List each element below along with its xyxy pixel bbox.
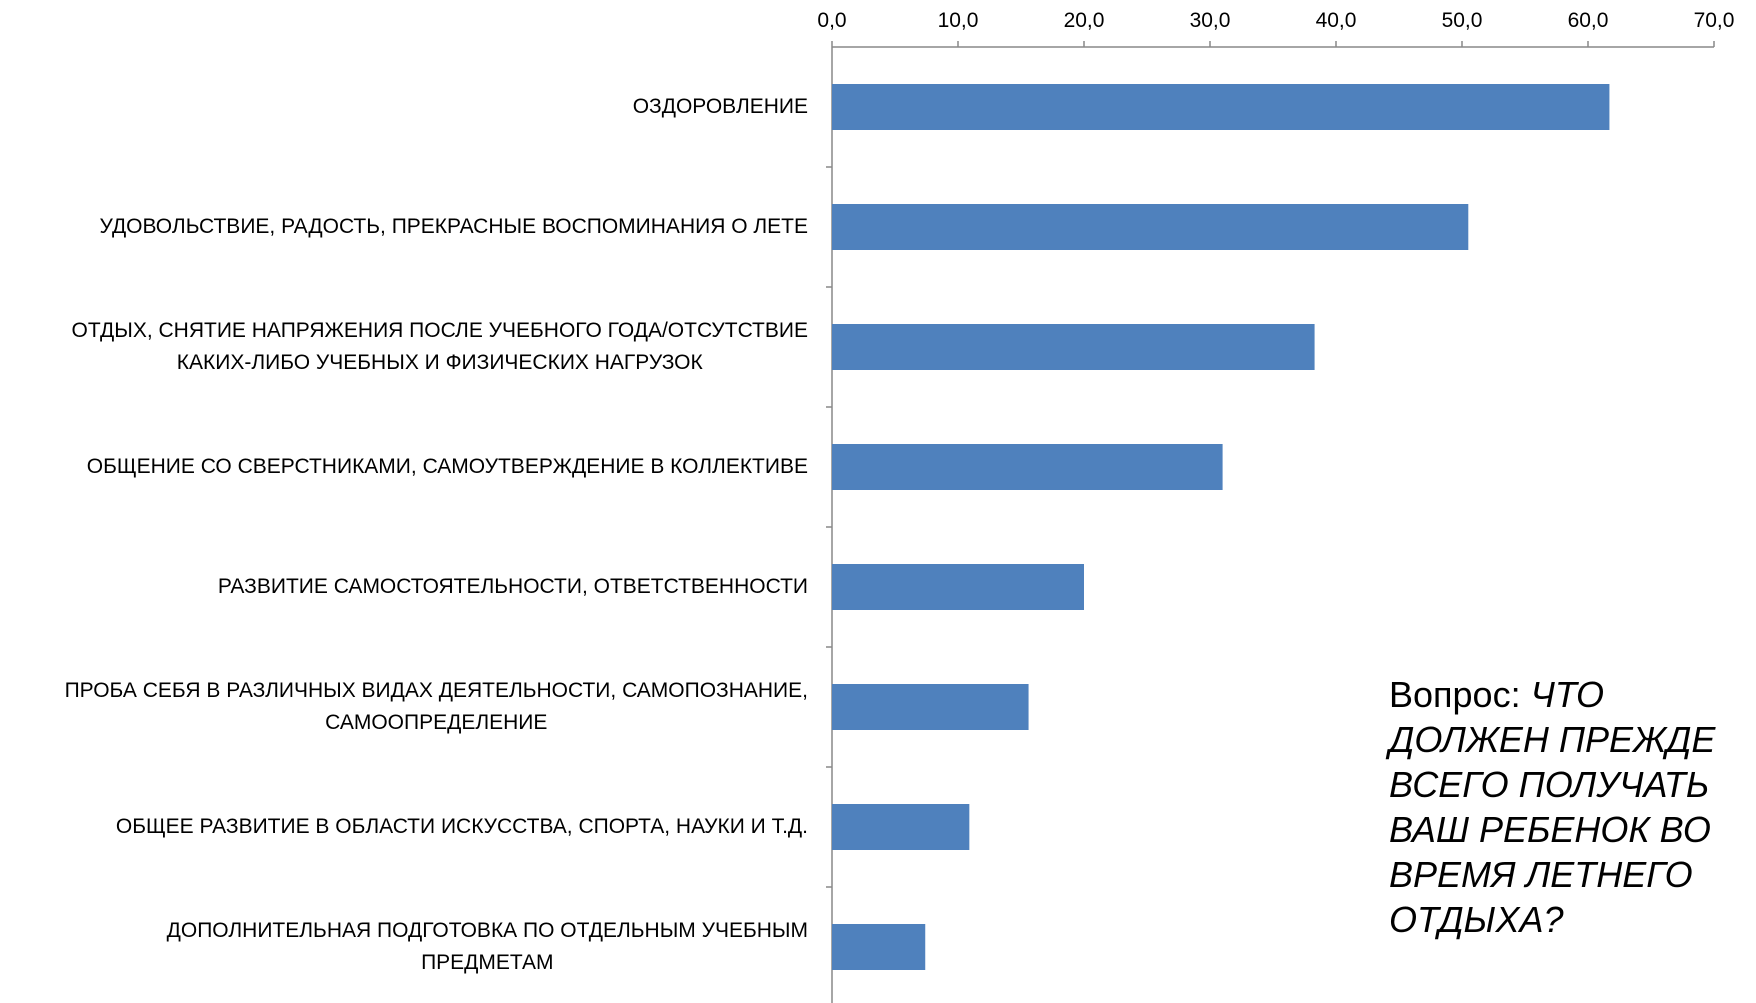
bar [832, 324, 1315, 370]
y-tick-label-line: ДОПОЛНИТЕЛЬНАЯ ПОДГОТОВКА ПО ОТДЕЛЬНЫМ У… [166, 919, 808, 942]
y-tick-label-line: ПРОБА СЕБЯ В РАЗЛИЧНЫХ ВИДАХ ДЕЯТЕЛЬНОСТ… [64, 679, 808, 702]
y-tick-label-line: ОБЩЕЕ РАЗВИТИЕ В ОБЛАСТИ ИСКУССТВА, СПОР… [115, 815, 808, 838]
y-tick-label-line: ОТДЫХ, СНЯТИЕ НАПРЯЖЕНИЯ ПОСЛЕ УЧЕБНОГО … [71, 319, 808, 342]
annotation-text: ЧТО ДОЛЖЕН ПРЕЖДЕ ВСЕГО ПОЛУЧАТЬ ВАШ РЕБ… [1389, 674, 1716, 940]
x-tick-label: 20,0 [1064, 9, 1105, 32]
y-tick-label: ОБЩЕНИЕ СО СВЕРСТНИКАМИ, САМОУТВЕРЖДЕНИЕ… [87, 451, 808, 483]
y-tick-label-line: РАЗВИТИЕ САМОСТОЯТЕЛЬНОСТИ, ОТВЕТСТВЕННО… [217, 575, 808, 598]
y-tick-label: ПРОБА СЕБЯ В РАЗЛИЧНЫХ ВИДАХ ДЕЯТЕЛЬНОСТ… [65, 675, 808, 739]
y-tick-label: ОЗДОРОВЛЕНИЕ [633, 91, 808, 123]
bar [832, 204, 1469, 250]
bar [832, 84, 1610, 130]
annotation-label: Вопрос: [1389, 674, 1521, 715]
bar [832, 564, 1084, 610]
x-tick-label: 70,0 [1694, 9, 1735, 32]
y-tick-label-line: САМООПРЕДЕЛЕНИЕ [325, 711, 548, 734]
bar [832, 444, 1223, 490]
y-tick-label-line: ОБЩЕНИЕ СО СВЕРСТНИКАМИ, САМОУТВЕРЖДЕНИЕ… [86, 455, 808, 478]
x-tick-label: 40,0 [1316, 9, 1357, 32]
y-tick-label-line: ОЗДОРОВЛЕНИЕ [632, 95, 808, 118]
y-tick-label-line: ПРЕДМЕТАМ [421, 951, 554, 974]
y-tick-label: ОТДЫХ, СНЯТИЕ НАПРЯЖЕНИЯ ПОСЛЕ УЧЕБНОГО … [72, 315, 808, 379]
x-tick-label: 0,0 [817, 9, 846, 32]
bar [832, 924, 926, 970]
x-tick-label: 30,0 [1190, 9, 1231, 32]
y-tick-label: ОБЩЕЕ РАЗВИТИЕ В ОБЛАСТИ ИСКУССТВА, СПОР… [116, 811, 808, 843]
annotation: Вопрос: ЧТО ДОЛЖЕН ПРЕЖДЕ ВСЕГО ПОЛУЧАТЬ… [1389, 672, 1749, 942]
y-tick-label: ДОПОЛНИТЕЛЬНАЯ ПОДГОТОВКА ПО ОТДЕЛЬНЫМ У… [167, 915, 808, 979]
y-tick-label: УДОВОЛЬСТВИЕ, РАДОСТЬ, ПРЕКРАСНЫЕ ВОСПОМ… [100, 211, 808, 243]
x-tick-label: 60,0 [1568, 9, 1609, 32]
y-tick-label-line: КАКИХ-ЛИБО УЧЕБНЫХ И ФИЗИЧЕСКИХ НАГРУЗОК [176, 351, 703, 374]
x-tick-label: 50,0 [1442, 9, 1483, 32]
y-tick-label: РАЗВИТИЕ САМОСТОЯТЕЛЬНОСТИ, ОТВЕТСТВЕННО… [218, 571, 808, 603]
x-tick-label: 10,0 [938, 9, 979, 32]
bar [832, 804, 970, 850]
y-tick-label-line: УДОВОЛЬСТВИЕ, РАДОСТЬ, ПРЕКРАСНЫЕ ВОСПОМ… [99, 215, 808, 238]
bar [832, 684, 1029, 730]
